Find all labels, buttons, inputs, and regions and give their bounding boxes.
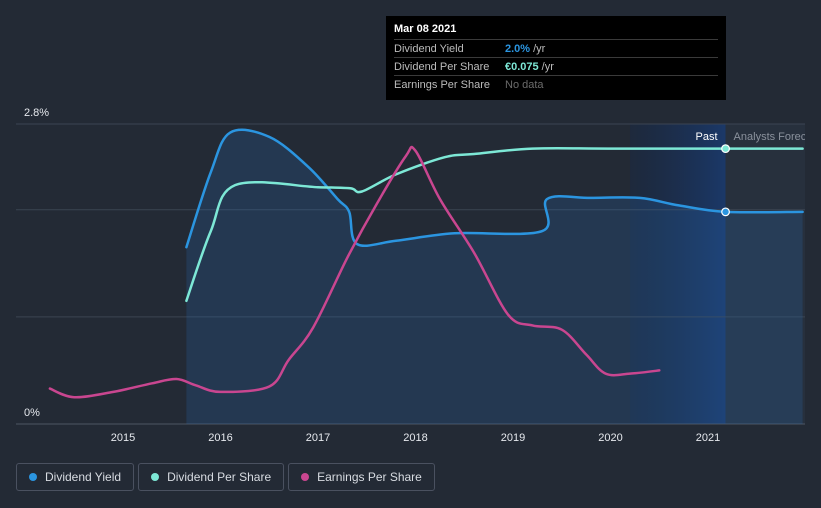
- tooltip-row-earnings-per-share: Earnings Per Share No data: [394, 75, 718, 93]
- x-tick-label: 2017: [306, 432, 330, 444]
- tooltip-label: Dividend Per Share: [394, 60, 490, 73]
- legend-item-earnings-per-share[interactable]: Earnings Per Share: [288, 463, 435, 491]
- legend-label: Dividend Yield: [45, 470, 122, 484]
- tooltip-value: €0.075: [505, 60, 539, 73]
- legend-dot-icon: [29, 473, 37, 481]
- series-line-earnings-per-share: [48, 145, 661, 399]
- marker-dividend-per-share: [721, 144, 730, 154]
- series-line-dividend-yield: [185, 128, 804, 249]
- legend-dot-icon: [301, 473, 310, 481]
- legend-item-dividend-per-share[interactable]: Dividend Per Share: [138, 463, 285, 491]
- series-group: Analysts Forecasts: [48, 128, 821, 424]
- future-region: [725, 124, 805, 424]
- past-label: Past: [696, 131, 718, 143]
- y-axis-bottom-label: 0%: [24, 407, 40, 419]
- tooltip-unit: /yr: [533, 42, 546, 55]
- hover-tooltip: Mar 08 2021 Dividend Yield 2.0% /yr Divi…: [386, 16, 726, 100]
- tooltip-label: Dividend Yield: [394, 42, 464, 55]
- tooltip-row-dividend-per-share: Dividend Per Share €0.075 /yr: [394, 57, 718, 75]
- y-axis-top-label: 2.8%: [24, 107, 49, 119]
- legend-item-dividend-yield[interactable]: Dividend Yield: [16, 463, 135, 491]
- series-line-dividend-per-share: [185, 146, 804, 303]
- chart-legend: Dividend Yield Dividend Per Share Earnin…: [16, 463, 435, 491]
- x-tick-label: 2021: [696, 432, 720, 444]
- x-tick-label: 2019: [501, 432, 525, 444]
- marker-dividend-yield: [721, 207, 730, 217]
- x-tick-label: 2018: [403, 432, 427, 444]
- x-tick-label: 2016: [208, 432, 232, 444]
- x-tick-label: 2015: [111, 432, 135, 444]
- tooltip-value: No data: [505, 78, 544, 91]
- tooltip-value: 2.0%: [505, 42, 531, 55]
- tooltip-label: Earnings Per Share: [394, 78, 490, 91]
- legend-dot-icon: [151, 473, 160, 481]
- legend-label: Earnings Per Share: [317, 470, 422, 484]
- tooltip-unit: /yr: [541, 60, 554, 73]
- tooltip-row-dividend-yield: Dividend Yield 2.0% /yr: [394, 39, 718, 57]
- legend-label: Dividend Per Share: [167, 470, 272, 484]
- x-tick-label: 2020: [598, 432, 622, 444]
- analysts-forecasts-label: Analysts Forecasts: [734, 131, 821, 143]
- forecast-shade: [630, 124, 726, 424]
- tooltip-date: Mar 08 2021: [394, 23, 457, 35]
